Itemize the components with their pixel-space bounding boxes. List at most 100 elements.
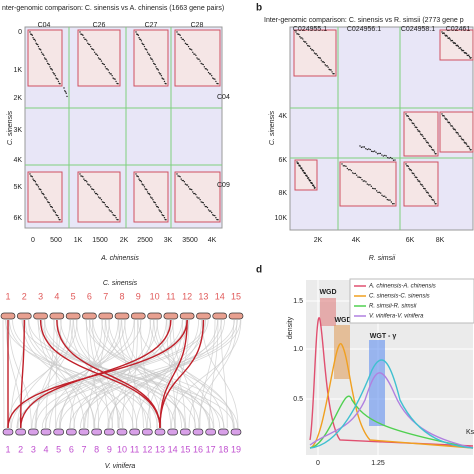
dot	[93, 191, 96, 193]
dot	[214, 214, 216, 217]
x-tick: 500	[50, 237, 62, 244]
dot	[158, 209, 160, 211]
dot	[103, 201, 106, 204]
link	[16, 319, 71, 429]
link	[93, 319, 151, 429]
dot	[421, 134, 423, 136]
dot	[410, 119, 413, 122]
chromosome-number: 3	[31, 444, 36, 454]
dot	[79, 31, 81, 33]
chromosome	[163, 312, 179, 320]
dot	[215, 216, 217, 219]
y-tick: 1.5	[293, 298, 303, 305]
dot	[37, 186, 40, 188]
chromosome-number: 6	[69, 444, 74, 454]
dot	[459, 47, 462, 49]
dot	[327, 66, 329, 68]
dot	[43, 54, 45, 57]
dot	[51, 69, 54, 71]
dot	[178, 175, 180, 177]
dot	[296, 161, 298, 163]
dot	[448, 121, 451, 124]
chromosome-number: 1	[5, 444, 10, 454]
c-bottom-label: V. vinifera	[105, 463, 136, 470]
y-tick: 8K	[278, 190, 287, 197]
d-xlabel: Ks	[466, 429, 474, 436]
link	[86, 319, 100, 429]
dot	[93, 51, 96, 53]
dot	[51, 206, 54, 209]
dot	[306, 43, 308, 45]
chromosome-number: 14	[168, 444, 178, 454]
chromosome-number: 9	[136, 291, 141, 301]
dot	[117, 219, 119, 221]
dot	[205, 205, 208, 208]
dot	[204, 205, 207, 208]
chromosome-number: 11	[130, 444, 139, 454]
chromosome-number: 8	[94, 444, 99, 454]
dot	[361, 178, 363, 181]
dot	[36, 43, 39, 46]
dot	[373, 150, 376, 152]
dot	[92, 49, 95, 51]
chromosome-number: 7	[103, 291, 108, 301]
link	[132, 319, 138, 429]
chromosome	[141, 428, 153, 436]
chromosome	[53, 428, 65, 436]
chromosome-number: 13	[198, 291, 208, 301]
dot	[413, 124, 416, 126]
dot	[202, 63, 204, 66]
dot	[110, 210, 112, 212]
dot	[430, 196, 433, 199]
dot	[378, 152, 380, 155]
dot	[452, 41, 454, 43]
y-tick: 5K	[13, 184, 22, 191]
dot	[146, 189, 148, 191]
dot	[388, 157, 390, 159]
dot	[182, 38, 185, 41]
dot	[366, 183, 369, 185]
dot	[177, 33, 179, 35]
dot	[108, 209, 110, 211]
dot	[199, 199, 201, 201]
link	[55, 319, 58, 429]
dot	[391, 203, 394, 205]
dot	[301, 37, 303, 39]
dot	[107, 69, 109, 71]
dot	[416, 176, 418, 179]
dot	[451, 125, 454, 127]
dot	[176, 31, 178, 33]
dot	[378, 191, 381, 194]
dot	[40, 191, 43, 193]
dot	[86, 181, 88, 183]
dot	[314, 187, 316, 189]
dot	[409, 118, 412, 121]
dot	[31, 176, 34, 178]
dot	[203, 66, 206, 68]
dot	[40, 51, 43, 53]
dot	[416, 126, 418, 129]
dot	[184, 42, 187, 45]
dot	[449, 123, 451, 125]
chromosome	[91, 428, 103, 436]
chromosome	[230, 428, 242, 436]
dot	[187, 186, 190, 188]
chromosome-number: 2	[22, 291, 27, 301]
dot	[374, 188, 377, 190]
dot	[178, 33, 180, 36]
dot	[48, 201, 50, 204]
link	[45, 319, 55, 429]
dot	[152, 60, 154, 62]
link	[156, 319, 187, 429]
dot	[363, 146, 366, 148]
dot	[326, 65, 328, 67]
dot	[424, 138, 426, 140]
dot	[152, 199, 154, 201]
y-tick: 10K	[275, 215, 288, 222]
dot	[185, 184, 188, 186]
link-highlight	[39, 319, 161, 429]
dot	[300, 167, 303, 169]
dot	[432, 149, 435, 151]
chromosome-number: 16	[193, 444, 203, 454]
x-tick: 3500	[182, 237, 198, 244]
